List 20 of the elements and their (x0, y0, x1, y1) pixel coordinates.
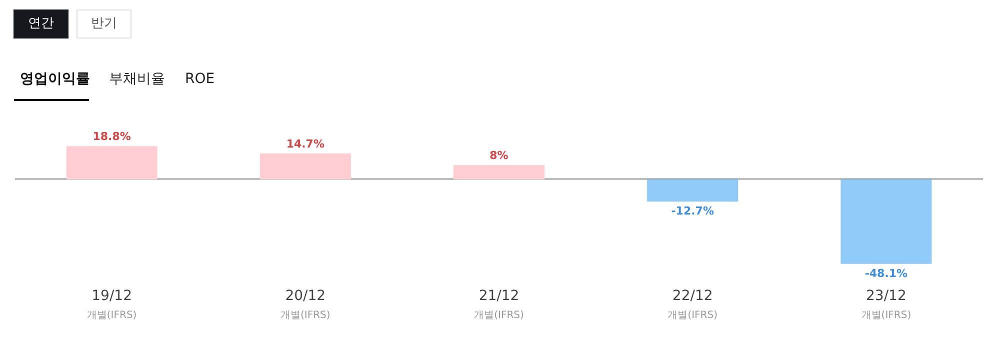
x-tick-label: 21/12 개별(IFRS) (474, 288, 524, 322)
chart-title: 영업이익률 (20, 71, 90, 87)
x-tick-label: 19/12 개별(IFRS) (86, 288, 137, 322)
bar (454, 165, 544, 180)
x-tick-label: 23/12 개별(IFRS) (861, 288, 912, 322)
data-label: 8% (490, 149, 508, 162)
bar (66, 146, 158, 180)
bar (840, 179, 932, 264)
data-label: -48.1% (864, 266, 908, 280)
text: 부채비율 (109, 71, 165, 87)
x-tick-label: 22/12 개별(IFRS) (668, 288, 718, 322)
data-label: 18.8% (92, 130, 131, 144)
bar (647, 179, 738, 202)
data-label: 14.7% (286, 137, 324, 150)
data-label: -12.7% (671, 204, 714, 218)
text: 반기 (91, 16, 117, 31)
x-tick-label: 20/12 개별(IFRS) (280, 288, 330, 322)
bar (260, 153, 351, 180)
text: 연간 (28, 16, 54, 31)
text: ROE (185, 71, 215, 87)
